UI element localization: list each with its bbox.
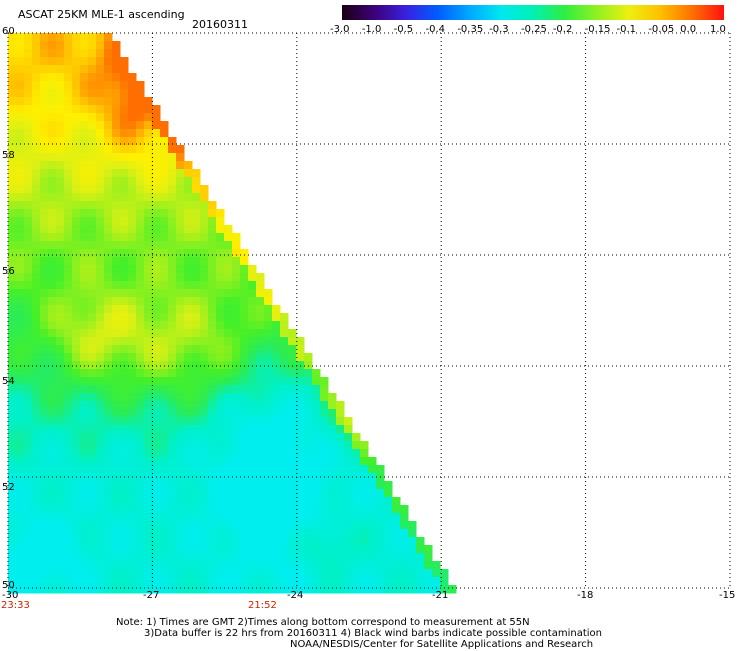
lat-label-56: 56	[2, 266, 15, 277]
note-line-3: NOAA/NESDIS/Center for Satellite Applica…	[290, 639, 594, 650]
colorbar-gradient	[342, 5, 724, 20]
colorbar-label: -1.0	[361, 24, 382, 35]
time-label-left: 23:33	[1, 600, 30, 611]
lon-label-minus18: -18	[577, 590, 594, 601]
colorbar-label: -0.1	[616, 24, 637, 35]
lat-label-58: 58	[2, 150, 15, 161]
colorbar-label: 0.0	[680, 24, 697, 35]
colorbar-label: -0.2	[552, 24, 573, 35]
product-title: ASCAT 25KM MLE-1 ascending	[18, 8, 185, 21]
colorbar-label: -0.15	[584, 24, 611, 35]
note-line-2: 3)Data buffer is 22 hrs from 20160311 4)…	[144, 628, 602, 639]
graticule	[7, 32, 731, 589]
colorbar-label: -3.0	[330, 24, 350, 35]
colorbar-label: -0.3	[489, 24, 509, 35]
lat-label-52: 52	[2, 482, 15, 493]
scatterometer-swath	[8, 33, 457, 594]
product-date: 20160311	[192, 18, 248, 31]
colorbar-label: -0.5	[393, 24, 414, 35]
colorbar-label: -0.35	[457, 24, 484, 35]
colorbar	[342, 5, 724, 20]
lat-label-54: 54	[2, 376, 15, 387]
lat-label-50: 50	[2, 580, 15, 591]
lon-label-minus15: -15	[719, 590, 736, 601]
lon-label-minus30: -30	[2, 590, 19, 601]
lon-label-minus24: -24	[287, 590, 304, 601]
time-label-mid: 21:52	[248, 600, 277, 611]
lon-label-minus27: -27	[143, 590, 160, 601]
colorbar-label: -0.4	[425, 24, 446, 35]
colorbar-label: 1.0	[710, 24, 726, 35]
colorbar-label: -0.25	[521, 24, 547, 35]
lat-label-60: 60	[2, 26, 15, 37]
colorbar-label: -0.05	[648, 24, 675, 35]
lon-label-minus21: -21	[432, 590, 449, 601]
note-line-1: Note: 1) Times are GMT 2)Times along bot…	[116, 617, 530, 628]
